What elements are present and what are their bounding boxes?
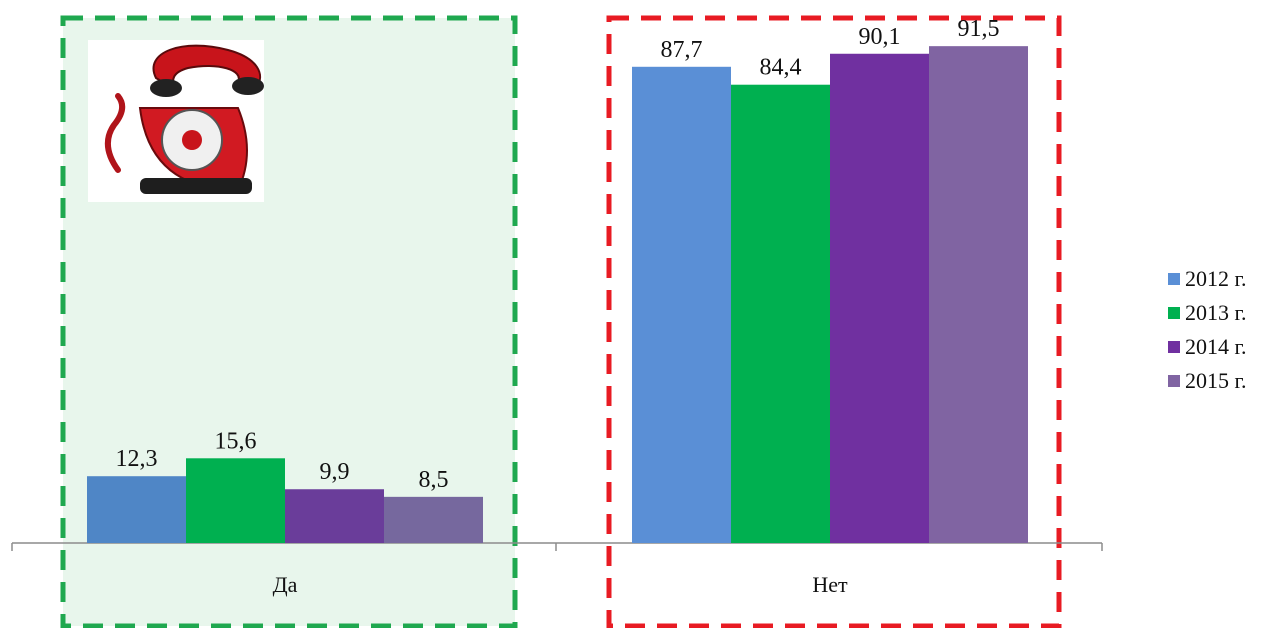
legend-label: 2013 г. — [1185, 300, 1247, 325]
bar-da-3 — [384, 496, 483, 543]
legend-swatch — [1168, 307, 1180, 319]
value-label: 91,5 — [958, 16, 1000, 42]
legend-item: 2014 г. — [1168, 330, 1247, 364]
category-label: Нет — [812, 572, 848, 597]
value-label: 15,6 — [215, 428, 257, 454]
value-label: 84,4 — [760, 55, 802, 81]
bar-da-0 — [87, 476, 186, 543]
value-label: 87,7 — [661, 37, 703, 63]
value-label: 9,9 — [320, 459, 350, 485]
value-label: 90,1 — [859, 24, 901, 50]
bar-da-1 — [186, 458, 285, 543]
bar-net-1 — [731, 84, 830, 543]
legend-swatch — [1168, 341, 1180, 353]
bar-da-2 — [285, 489, 384, 543]
bars-group — [87, 46, 1028, 544]
legend-item: 2013 г. — [1168, 296, 1247, 330]
bar-net-2 — [830, 53, 929, 544]
bar-net-0 — [632, 66, 731, 543]
legend-label: 2014 г. — [1185, 334, 1247, 359]
legend-swatch — [1168, 375, 1180, 387]
telephone-icon — [88, 40, 264, 202]
legend-item: 2012 г. — [1168, 262, 1247, 296]
net-highlight-box — [606, 15, 1062, 628]
category-label: Да — [273, 572, 298, 597]
value-label: 8,5 — [419, 467, 449, 493]
legend-swatch — [1168, 273, 1180, 285]
value-labels-group: 12,3 15,6 9,9 8,5 87,7 84,4 90,1 91,5 — [116, 16, 1000, 493]
category-labels-group: Да Нет — [273, 572, 848, 597]
legend: 2012 г. 2013 г. 2014 г. 2015 г. — [1168, 262, 1247, 398]
legend-label: 2012 г. — [1185, 266, 1247, 291]
bar-net-3 — [929, 46, 1028, 543]
value-label: 12,3 — [116, 446, 158, 472]
legend-item: 2015 г. — [1168, 364, 1247, 398]
legend-label: 2015 г. — [1185, 368, 1247, 393]
